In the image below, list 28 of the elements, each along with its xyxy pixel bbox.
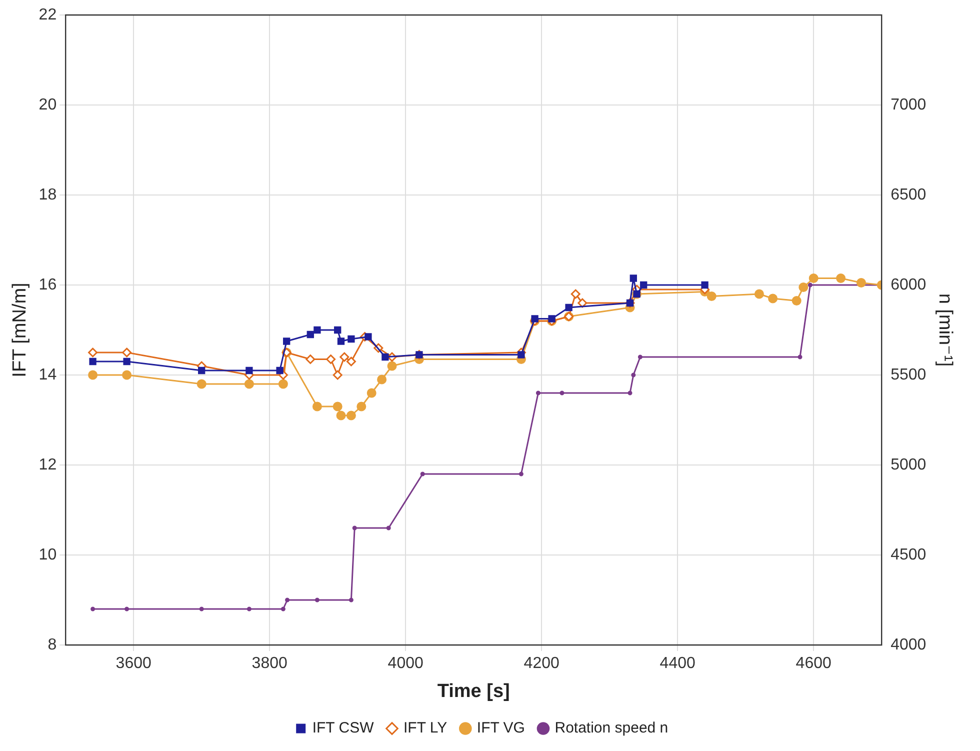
y-tick-label: 12: [38, 456, 57, 474]
x-tick-label: 4400: [660, 655, 696, 672]
y2-axis-title: n [min⁻¹]: [934, 293, 956, 367]
legend-label: Rotation speed n: [554, 720, 668, 737]
y-tick-label: 22: [38, 6, 57, 24]
y2-tick-label: 6000: [890, 276, 926, 294]
y2-tick-label: 4000: [890, 636, 926, 654]
y-tick-label: 14: [38, 366, 57, 384]
x-tick-label: 4200: [524, 655, 560, 672]
x-axis-title: Time [s]: [437, 680, 510, 702]
y2-tick-label: 6500: [890, 186, 926, 204]
legend-label: IFT LY: [404, 720, 448, 737]
y-tick-label: 8: [48, 636, 57, 654]
x-tick-label: 3600: [116, 655, 152, 672]
y2-tick-label: 5000: [890, 456, 926, 474]
x-tick-label: 4000: [388, 655, 424, 672]
x-tick-label: 4600: [796, 655, 832, 672]
y-tick-label: 18: [38, 186, 57, 204]
y2-tick-label: 7000: [890, 96, 926, 114]
legend-label: IFT VG: [476, 720, 525, 737]
y2-tick-label: 4500: [890, 546, 926, 564]
y-tick-label: 10: [38, 546, 57, 564]
legend-label: IFT CSW: [312, 720, 375, 737]
x-tick-label: 3800: [252, 655, 288, 672]
y2-tick-label: 5500: [890, 366, 926, 384]
y-axis-title: IFT [mN/m]: [10, 282, 31, 378]
y-tick-label: 20: [38, 96, 57, 114]
y-tick-label: 16: [38, 276, 57, 294]
